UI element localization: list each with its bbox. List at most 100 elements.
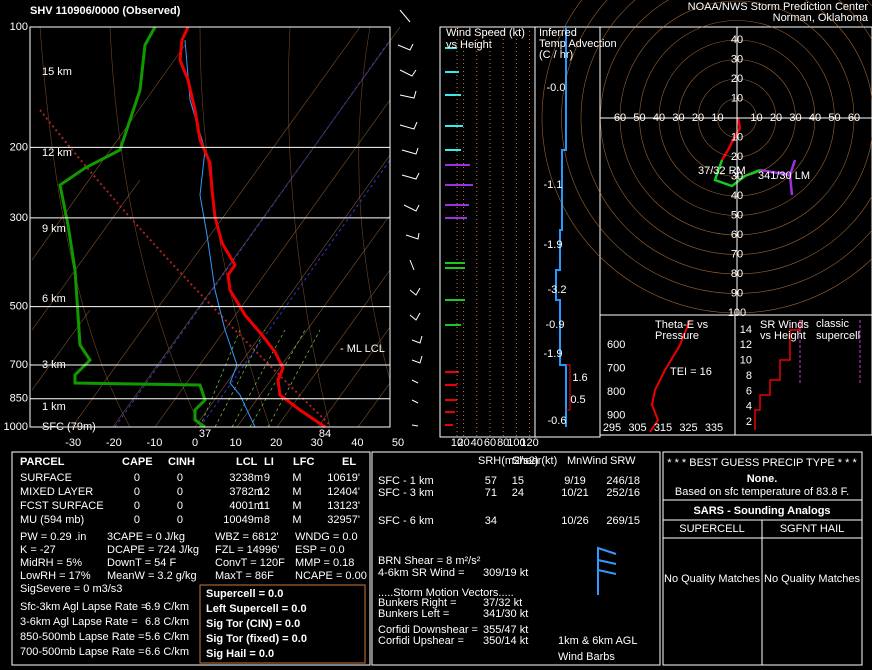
- table-cell: MIXED LAYER: [20, 486, 93, 498]
- srwinds-ytick: 8: [746, 370, 752, 382]
- table-cell: 0: [134, 514, 140, 526]
- table-cell: 15: [512, 475, 524, 487]
- temp-advection-panel: [534, 26, 601, 438]
- sars-column: SGFNT HAIL: [780, 523, 845, 535]
- index: 3CAPE = 0 J/kg: [107, 531, 185, 543]
- pressure-label: 1000: [4, 421, 28, 433]
- speed-tick: 80: [497, 437, 509, 449]
- table-header: SRH(m2/s2): [478, 455, 539, 467]
- srwinds-frame: [734, 314, 872, 436]
- lapse-value: 6.6 C/km: [145, 646, 189, 658]
- table-header: CINH: [168, 456, 195, 468]
- table-cell: 8: [264, 514, 270, 526]
- location: Norman, Oklahoma: [773, 12, 869, 24]
- table-cell: M: [292, 472, 301, 484]
- kinematic-label: 4-6km SR Wind =: [378, 567, 465, 579]
- table-cell: M: [292, 500, 301, 512]
- speed-tick: 40: [471, 437, 483, 449]
- index: MaxT = 86F: [215, 570, 274, 582]
- srwinds-ytick: 4: [746, 401, 752, 413]
- wind-speed-panel: [439, 26, 536, 438]
- wind-speed-bars: [445, 47, 463, 151]
- table-cell: 0: [177, 472, 183, 484]
- table-cell: 269/15: [606, 515, 640, 527]
- height-label: 6 km: [42, 293, 66, 305]
- hodograph-trace: [720, 117, 742, 161]
- axis-label: 60: [848, 112, 860, 124]
- org: NOAA/NWS Storm Prediction Center: [688, 1, 869, 13]
- advection-value: -3.2: [548, 284, 567, 296]
- panel-note: supercell: [816, 330, 860, 342]
- wind-barbs: [397, 9, 423, 427]
- lapse-label: 3-6km Agl Lapse Rate =: [20, 616, 138, 628]
- axis-label: 20: [770, 112, 782, 124]
- panel-title: SR Winds: [760, 319, 809, 331]
- precip-title: * * * BEST GUESS PRECIP TYPE * * *: [667, 457, 857, 469]
- severe-index: Sig Tor (CIN) = 0.0: [206, 618, 300, 630]
- temp-label: 10: [229, 437, 241, 449]
- srwinds-ytick: 10: [740, 355, 752, 367]
- temp-label: 40: [351, 437, 363, 449]
- table-cell: 0: [134, 472, 140, 484]
- table-cell: 10049m: [223, 514, 263, 526]
- kinematic-value: 37/32 kt: [483, 597, 522, 609]
- table-cell: 4001m: [229, 500, 263, 512]
- kinematic-barbs: [597, 546, 617, 595]
- pressure-label: 700: [10, 359, 28, 371]
- table-cell: MU (594 mb): [20, 514, 84, 526]
- dewpoint-profile: [58, 26, 207, 429]
- index: MMP = 0.18: [295, 557, 354, 569]
- thetae-profile: [649, 319, 691, 433]
- table-header: LFC: [293, 456, 314, 468]
- barb-column: [397, 9, 423, 427]
- panel-title: (C / hr): [539, 49, 573, 61]
- thetae-xtick: 315: [654, 422, 672, 434]
- sars-result: No Quality Matches: [764, 573, 860, 585]
- axis-label: 10: [711, 112, 723, 124]
- axis-label: 60: [614, 112, 626, 124]
- pressure-label: 300: [10, 212, 28, 224]
- table-header: SRW: [610, 455, 636, 467]
- advection-value: -0.0: [547, 82, 566, 94]
- axis-label: 20: [692, 112, 704, 124]
- table-cell: 12: [258, 486, 270, 498]
- advection-value: -1.9: [544, 348, 563, 360]
- table-cell: 252/16: [606, 487, 640, 499]
- speed-tick: 120: [520, 437, 538, 449]
- panel-note: classic: [816, 318, 850, 330]
- table-cell: 0: [177, 486, 183, 498]
- index: MidRH = 5%: [20, 557, 82, 569]
- temp-label: -20: [106, 437, 122, 449]
- table-header: MnWind: [567, 455, 607, 467]
- index: SigSevere = 0 m3/s3: [20, 583, 122, 595]
- height-label: 1 km: [42, 401, 66, 413]
- index: DownT = 54 F: [107, 557, 176, 569]
- hodograph-ring: [580, 0, 872, 275]
- panel-title: vs Height: [760, 330, 806, 342]
- kinematic-value: 309/19 kt: [483, 567, 528, 579]
- table-cell: 57: [485, 475, 497, 487]
- index: PW = 0.29 .in: [20, 531, 86, 543]
- srwinds-ytick: 6: [746, 385, 752, 397]
- temp-advection-frame: [534, 26, 601, 438]
- wind-speed-bars: [445, 164, 473, 219]
- thetae-xtick: 335: [705, 422, 723, 434]
- pressure-label: 200: [10, 141, 28, 153]
- table-cell: 9: [264, 472, 270, 484]
- kinematic-label: .....Storm Motion Vectors.....: [378, 587, 514, 599]
- severe-index: Sig Tor (fixed) = 0.0: [206, 633, 307, 645]
- temp-label: 50: [392, 437, 404, 449]
- parcel-trace: [39, 109, 331, 426]
- supercell-reference: [799, 320, 861, 385]
- kinematic-box: [371, 451, 661, 666]
- srwinds-ytick: 14: [740, 324, 752, 336]
- table-header: LCL: [236, 456, 258, 468]
- table-cell: 34: [485, 515, 497, 527]
- bottom-frames: [11, 451, 863, 666]
- lcl-label: - ML LCL: [340, 343, 385, 355]
- advection-value: -0.6: [548, 415, 567, 427]
- index: DCAPE = 724 J/kg: [107, 544, 199, 556]
- index: LowRH = 17%: [20, 570, 91, 582]
- table-header: EL: [342, 456, 356, 468]
- table-cell: 3238m: [229, 472, 263, 484]
